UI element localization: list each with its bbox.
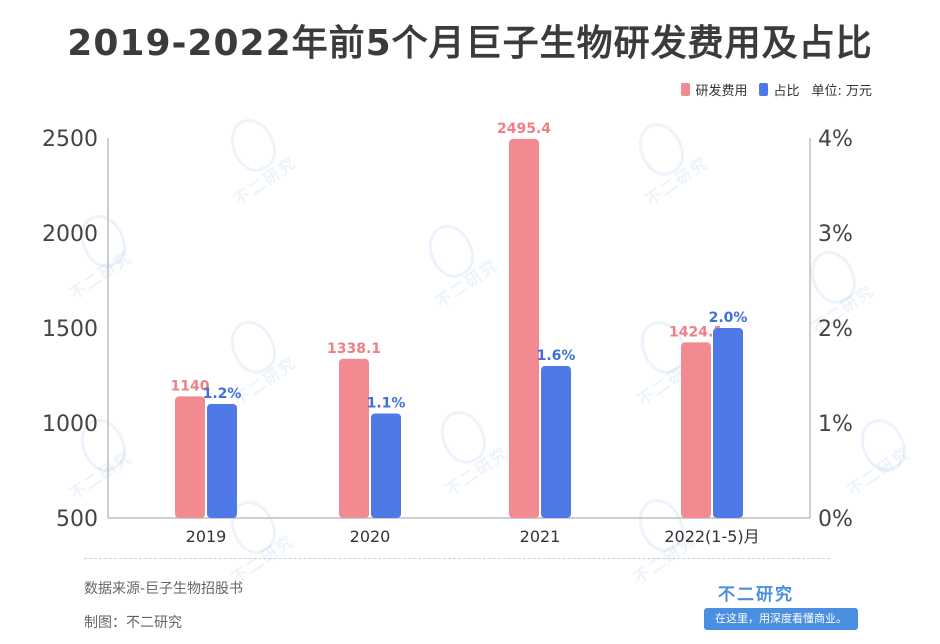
bar-rd-2019 (175, 396, 205, 518)
bar-rd-2021 (509, 138, 539, 518)
bar-rd-2020 (339, 358, 369, 518)
brand-slogan: 在这里，用深度看懂商业。 (704, 608, 858, 630)
data-label-ratio: 1.6% (537, 348, 576, 364)
bar-ratio-2021 (541, 366, 571, 518)
y-left-tick-label: 2000 (42, 222, 98, 247)
data-label-ratio: 1.1% (367, 396, 406, 412)
bar-ratio-2019 (207, 404, 237, 518)
bar-rd-2022(1-5)月 (681, 342, 711, 518)
legend-swatch-rd (681, 83, 691, 96)
brand-logo-text: 不二研究 (718, 585, 794, 605)
x-tick-label: 2019 (186, 527, 227, 546)
data-label-rd: 1424.1 (669, 324, 723, 340)
legend-item-rd: 研发费用 (681, 80, 747, 99)
legend: 研发费用 占比 单位: 万元 (681, 80, 872, 99)
y-right-tick-label: 4% (818, 127, 853, 152)
data-label-rd: 2495.4 (497, 121, 551, 137)
footer-divider (84, 558, 830, 559)
legend-label-ratio: 占比 (773, 84, 800, 99)
bar-ratio-2020 (371, 413, 401, 518)
y-right-tick-label: 2% (818, 317, 853, 342)
unit-label: 单位: 万元 (811, 84, 872, 99)
y-right-tick-label: 1% (818, 412, 853, 437)
legend-swatch-ratio (759, 83, 769, 96)
data-label-rd: 1338.1 (327, 341, 381, 357)
x-tick-label: 2020 (350, 527, 391, 546)
legend-label-rd: 研发费用 (695, 84, 748, 99)
data-label-ratio: 2.0% (709, 310, 748, 326)
x-tick-label: 2022(1-5)月 (664, 527, 759, 546)
data-label-rd: 1140 (171, 378, 210, 394)
y-left-tick-label: 500 (56, 507, 98, 532)
y-left-tick-label: 1000 (42, 412, 98, 437)
x-tick-label: 2021 (520, 527, 561, 546)
chart-title: 2019-2022年前5个月巨子生物研发费用及占比 (67, 23, 873, 64)
y-left-tick-label: 1500 (42, 317, 98, 342)
chart-maker: 制图：不二研究 (84, 615, 182, 631)
y-right-tick-label: 0% (818, 507, 853, 532)
y-right-tick-label: 3% (818, 222, 853, 247)
data-label-ratio: 1.2% (203, 386, 242, 402)
bar-ratio-2022(1-5)月 (713, 328, 743, 518)
data-source: 数据来源-巨子生物招股书 (84, 581, 244, 597)
legend-item-ratio: 占比 (759, 80, 799, 99)
y-left-tick-label: 2500 (42, 127, 98, 152)
